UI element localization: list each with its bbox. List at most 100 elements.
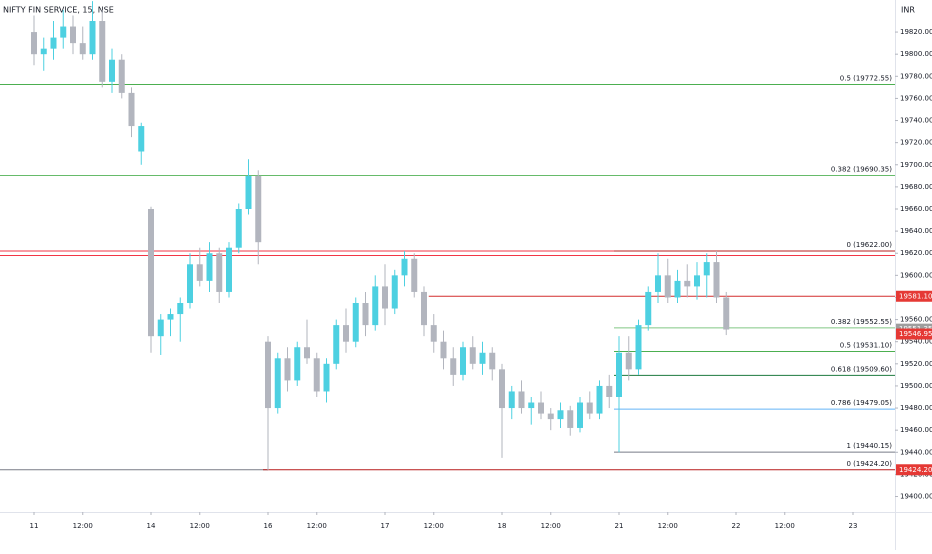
y-tick-label: 19620.00 — [900, 249, 932, 257]
x-tick-label: 12:00 — [775, 522, 795, 530]
candle-body — [245, 175, 252, 210]
x-tick-label: 23 — [849, 522, 858, 530]
x-tick-label: 18 — [498, 522, 507, 530]
y-tick-label: 19560.00 — [900, 316, 932, 324]
candle-body — [664, 275, 671, 298]
candle-body — [118, 59, 125, 93]
candle-body — [411, 258, 418, 292]
level-label: 0 (19424.20) — [846, 460, 892, 468]
x-tick-label: 12:00 — [307, 522, 327, 530]
level-label: 1 (19440.15) — [846, 442, 892, 450]
candle-body — [313, 358, 320, 392]
candle-body — [304, 347, 310, 359]
candle-body — [157, 319, 164, 337]
candle-body — [216, 253, 223, 292]
x-tick-label: 22 — [732, 522, 741, 530]
candle-body — [625, 352, 632, 370]
level-label: 0 (19622.00) — [846, 241, 892, 249]
candle-body — [352, 302, 359, 342]
level-label: 0.382 (19690.35) — [831, 165, 892, 173]
candle-body — [567, 410, 574, 428]
y-tick-label: 19480.00 — [900, 404, 932, 412]
candle-body — [616, 352, 622, 397]
level-label: 0.382 (19552.55) — [831, 318, 892, 326]
y-tick-label: 19500.00 — [900, 382, 932, 390]
candle-body — [713, 262, 720, 298]
y-tick-label: 19720.00 — [900, 139, 932, 147]
candle-body — [723, 297, 730, 330]
y-tick-label: 19520.00 — [900, 360, 932, 368]
candle-body — [40, 48, 47, 55]
candle-body — [206, 253, 213, 281]
candle-body — [109, 59, 115, 82]
candle-body — [645, 291, 652, 326]
price-tag — [896, 290, 932, 302]
candle-body — [694, 275, 700, 287]
candle-body — [684, 280, 691, 287]
level-label: 0.618 (19509.60) — [831, 365, 892, 373]
candle-body — [586, 402, 593, 414]
candle-body — [382, 286, 388, 309]
x-tick-label: 16 — [264, 522, 273, 530]
candle-body — [440, 341, 447, 359]
candle-body — [70, 26, 76, 44]
candle-body — [362, 302, 369, 326]
x-tick-label: 14 — [147, 522, 156, 530]
candle-body — [148, 209, 154, 337]
y-tick-label: 19660.00 — [900, 205, 932, 213]
chart-title: NIFTY FIN SERVICE, 15, NSE — [3, 6, 114, 15]
candle-body — [703, 262, 710, 276]
candle-body — [596, 385, 603, 414]
y-tick-label: 19700.00 — [900, 161, 932, 169]
candle-body — [635, 325, 642, 370]
candle-body — [421, 291, 427, 326]
level-label: 0.5 (19772.55) — [840, 75, 892, 83]
y-tick-label: 19780.00 — [900, 72, 932, 80]
candle-body — [391, 275, 398, 309]
candle-body — [99, 21, 106, 82]
y-tick-label: 19540.00 — [900, 338, 932, 346]
candle-body — [187, 264, 193, 303]
candle-body — [79, 43, 86, 55]
y-tick-label: 19680.00 — [900, 183, 932, 191]
y-tick-label: 19800.00 — [900, 50, 932, 58]
candle-body — [333, 325, 340, 364]
currency: INR — [901, 6, 915, 15]
candle-body — [177, 302, 184, 315]
candle-body — [196, 264, 203, 281]
candle-body — [528, 402, 535, 409]
candle-body — [294, 347, 301, 381]
level-label: 0.786 (19479.05) — [831, 399, 892, 407]
y-tick-label: 19400.00 — [900, 493, 932, 501]
x-tick-label: 12:00 — [541, 522, 561, 530]
x-tick-label: 17 — [381, 522, 390, 530]
y-tick-label: 19760.00 — [900, 94, 932, 102]
candle-body — [226, 247, 232, 292]
x-tick-label: 12:00 — [190, 522, 210, 530]
candle-body — [655, 275, 661, 292]
x-tick-label: 11 — [30, 522, 39, 530]
candle-body — [138, 126, 145, 152]
price-tag — [896, 464, 932, 476]
candle-body — [31, 32, 37, 55]
price-tag-label: 19546.95 — [899, 330, 932, 338]
y-tick-label: 19820.00 — [900, 28, 932, 36]
candle-body — [274, 358, 281, 409]
candle-body — [557, 410, 564, 420]
candle-body — [469, 347, 476, 364]
candle-body — [60, 26, 67, 38]
y-tick-label: 19740.00 — [900, 117, 932, 125]
y-tick-label: 19440.00 — [900, 448, 932, 456]
x-tick-label: 12:00 — [424, 522, 444, 530]
candle-body — [479, 352, 486, 364]
candle-body — [235, 209, 242, 248]
candle-body — [577, 402, 583, 428]
candle-body — [284, 358, 291, 381]
candle-body — [450, 358, 457, 375]
candle-body — [547, 413, 554, 420]
candle-body — [89, 21, 96, 55]
candle-body — [128, 92, 135, 127]
x-tick-label: 12:00 — [73, 522, 93, 530]
